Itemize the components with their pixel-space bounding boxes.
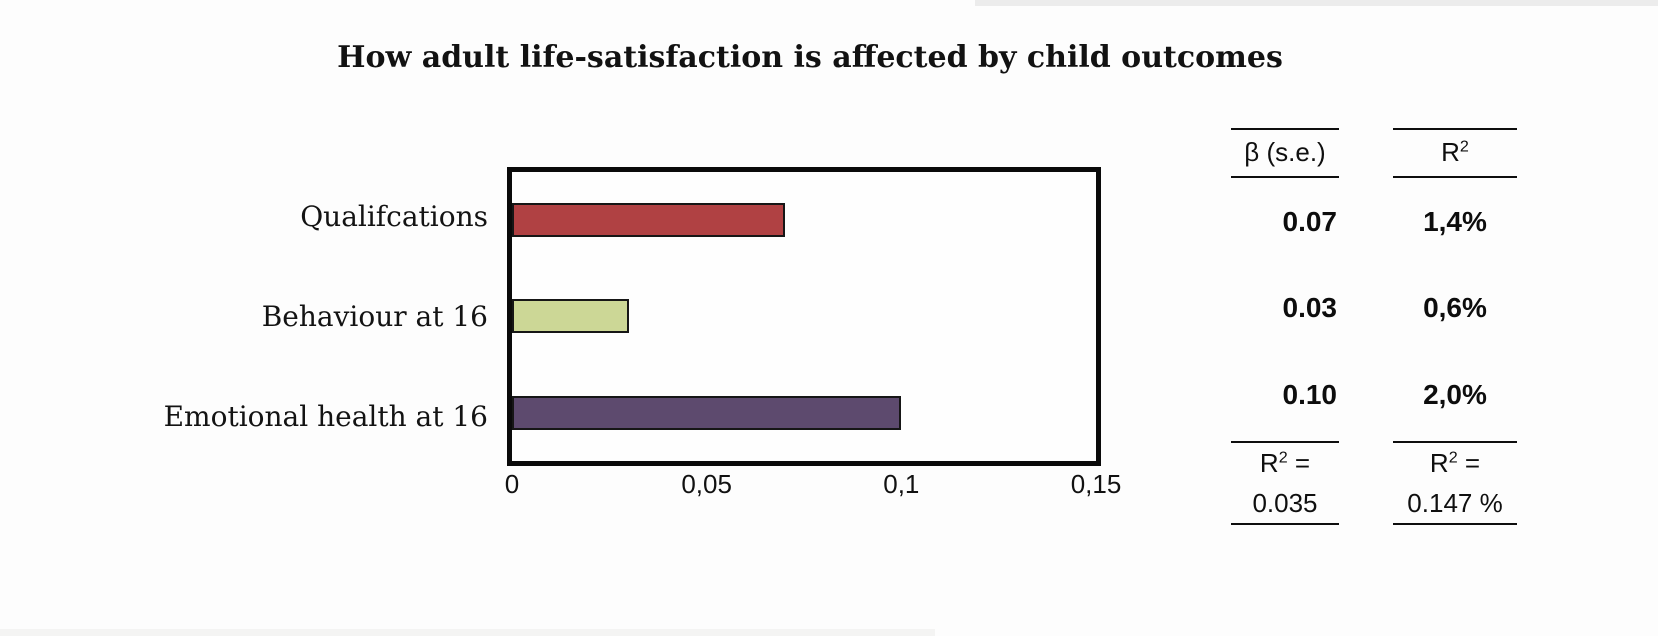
x-tick-0: 0	[504, 469, 520, 499]
category-label-behaviour: Behaviour at 16	[261, 300, 488, 333]
plot-area	[507, 167, 1101, 466]
r-label-base: R	[1259, 448, 1279, 478]
r-header-base: R	[1441, 137, 1460, 167]
stats-column-rsquared: R2 1,4% 0,6% 2,0% R2 = 0.147 %	[1393, 0, 1517, 636]
bar-row	[512, 172, 1096, 268]
stats-column-beta: β (s.e.) 0.07 0.03 0.10 R2 = 0.035	[1231, 0, 1339, 636]
r-label-suffix: =	[1287, 448, 1311, 478]
beta-column-header: β (s.e.)	[1231, 128, 1339, 178]
rsquared-column-footer: R2 = 0.147 %	[1393, 441, 1517, 525]
r-label-sup: 2	[1278, 448, 1288, 467]
x-tick-01: 0,1	[883, 469, 920, 499]
r-squared-total: 0.035	[1252, 488, 1318, 518]
r-squared-label: R2 =	[1393, 443, 1517, 483]
category-label-emotional-health: Emotional health at 16	[163, 399, 488, 433]
category-label-qualifications: Qualifcations	[300, 200, 488, 234]
x-tick-005: 0,05	[681, 469, 732, 499]
category-axis: Qualifcations Behaviour at 16 Emotional …	[0, 167, 488, 466]
rsquared-value-qualifications: 1,4%	[1423, 206, 1487, 237]
r-header-sup: 2	[1459, 137, 1469, 156]
bar-qualifications	[512, 203, 785, 238]
rsquared-value-emotional-health: 2,0%	[1423, 379, 1487, 410]
beta-value-behaviour: 0.03	[1282, 292, 1338, 323]
x-tick-015: 0,15	[1070, 469, 1122, 499]
bar-row	[512, 268, 1096, 364]
chart-title: How adult life-satisfaction is affected …	[337, 40, 1283, 75]
scan-artifact-bottom	[0, 629, 935, 636]
r-squared-label: R2 =	[1231, 443, 1339, 483]
bar-emotional-health	[512, 395, 902, 430]
beta-column-footer: R2 = 0.035	[1231, 441, 1339, 525]
r-label-sup: 2	[1448, 448, 1458, 467]
r-squared-total: 0.147 %	[1407, 488, 1503, 518]
x-axis: 0 0,05 0,1 0,15	[505, 469, 1122, 503]
r-label-base: R	[1429, 448, 1449, 478]
bar-row	[512, 365, 1096, 461]
beta-value-emotional-health: 0.10	[1282, 379, 1338, 410]
r-label-suffix: =	[1457, 448, 1481, 478]
bar-behaviour	[512, 299, 629, 334]
beta-value-qualifications: 0.07	[1282, 206, 1338, 237]
rsquared-column-header: R2	[1393, 128, 1517, 178]
rsquared-value-behaviour: 0,6%	[1423, 292, 1487, 323]
